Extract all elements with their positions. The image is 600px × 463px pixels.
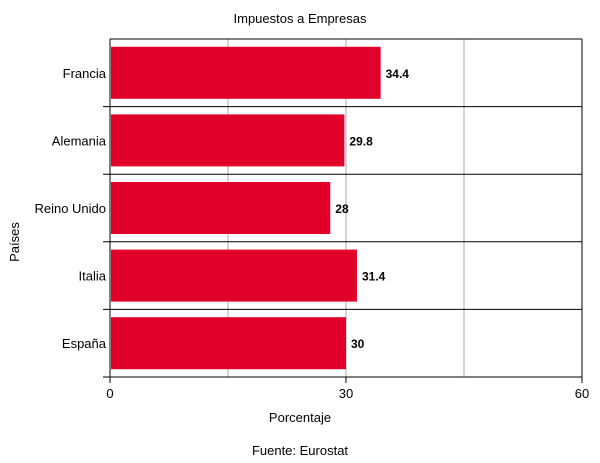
category-label: Francia [63, 66, 107, 81]
value-labels: 34.4 29.8 28 31.4 30 [335, 67, 409, 351]
x-tick-label: 60 [575, 386, 589, 401]
plot-frame [103, 38, 583, 378]
chart-title: Impuestos a Empresas [234, 11, 367, 26]
category-label: España [62, 336, 107, 351]
x-axis-ticks: 0 30 60 [106, 377, 589, 401]
bar [111, 317, 346, 370]
category-label: Italia [79, 269, 107, 284]
bar [111, 46, 381, 99]
category-label: Reino Unido [34, 201, 106, 216]
category-labels: Francia Alemania Reino Unido Italia España [34, 66, 106, 351]
value-label: 34.4 [386, 67, 410, 81]
value-label: 30 [351, 337, 365, 351]
y-axis-title: Países [7, 222, 22, 262]
category-label: Alemania [52, 133, 107, 148]
x-axis-title: Porcentaje [269, 410, 331, 425]
bar [111, 114, 345, 167]
bar [111, 182, 331, 234]
x-tick-label: 30 [339, 386, 353, 401]
bar [111, 249, 358, 302]
source-note: Fuente: Eurostat [252, 443, 348, 458]
bar-series [111, 46, 381, 370]
x-tick-label: 0 [106, 386, 113, 401]
value-label: 29.8 [349, 134, 373, 148]
value-label: 31.4 [362, 270, 386, 284]
value-label: 28 [335, 202, 349, 216]
